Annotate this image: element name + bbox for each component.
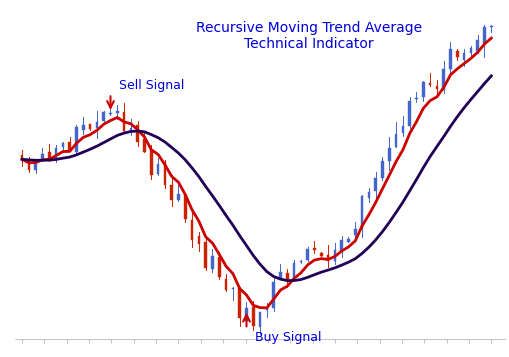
Bar xyxy=(435,86,437,89)
Bar xyxy=(163,162,166,185)
Bar xyxy=(68,142,71,151)
Bar xyxy=(136,125,139,142)
Bar xyxy=(448,49,451,69)
Bar xyxy=(251,307,254,326)
Bar xyxy=(89,124,91,129)
Bar xyxy=(286,273,288,279)
Bar xyxy=(231,288,234,290)
Bar xyxy=(360,196,363,230)
Bar xyxy=(441,69,444,90)
Bar xyxy=(150,150,152,175)
Bar xyxy=(428,83,431,85)
Bar xyxy=(170,185,173,200)
Bar xyxy=(123,112,125,131)
Bar xyxy=(455,51,458,57)
Bar xyxy=(224,278,227,290)
Bar xyxy=(143,139,146,151)
Bar xyxy=(54,148,58,159)
Bar xyxy=(489,26,492,27)
Bar xyxy=(380,161,383,177)
Bar xyxy=(482,27,485,44)
Bar xyxy=(469,48,471,53)
Bar xyxy=(109,113,111,114)
Bar xyxy=(333,250,335,261)
Bar xyxy=(217,257,220,277)
Bar xyxy=(313,248,315,250)
Bar xyxy=(353,229,356,235)
Bar xyxy=(75,127,78,151)
Bar xyxy=(299,261,302,262)
Bar xyxy=(306,249,308,260)
Bar xyxy=(41,155,44,159)
Bar xyxy=(184,195,186,220)
Bar xyxy=(292,263,295,279)
Bar xyxy=(265,308,268,310)
Bar xyxy=(116,111,119,113)
Bar xyxy=(347,239,349,242)
Bar xyxy=(62,144,64,147)
Bar xyxy=(278,272,281,278)
Bar xyxy=(82,125,84,131)
Bar xyxy=(245,308,247,321)
Bar xyxy=(48,152,50,158)
Bar xyxy=(462,53,465,60)
Bar xyxy=(394,134,397,147)
Bar xyxy=(326,256,329,261)
Bar xyxy=(367,192,370,198)
Bar xyxy=(34,162,37,170)
Bar xyxy=(211,256,213,269)
Bar xyxy=(374,178,376,191)
Bar xyxy=(421,82,424,97)
Bar xyxy=(414,98,417,99)
Bar xyxy=(408,101,410,126)
Bar xyxy=(21,155,23,159)
Bar xyxy=(204,242,207,268)
Text: Sell Signal: Sell Signal xyxy=(119,79,184,92)
Bar xyxy=(258,312,261,327)
Bar xyxy=(387,149,390,161)
Bar xyxy=(238,288,241,318)
Bar xyxy=(102,112,105,121)
Bar xyxy=(27,160,30,170)
Text: Recursive Moving Trend Average
Technical Indicator: Recursive Moving Trend Average Technical… xyxy=(195,21,421,51)
Text: Buy Signal: Buy Signal xyxy=(254,331,321,344)
Bar xyxy=(272,282,274,308)
Bar xyxy=(340,240,343,251)
Bar xyxy=(197,236,200,244)
Bar xyxy=(177,194,180,200)
Bar xyxy=(156,164,159,174)
Bar xyxy=(401,126,404,133)
Bar xyxy=(319,253,322,256)
Bar xyxy=(95,122,98,128)
Bar xyxy=(475,40,478,51)
Bar xyxy=(129,128,132,131)
Bar xyxy=(190,220,193,240)
